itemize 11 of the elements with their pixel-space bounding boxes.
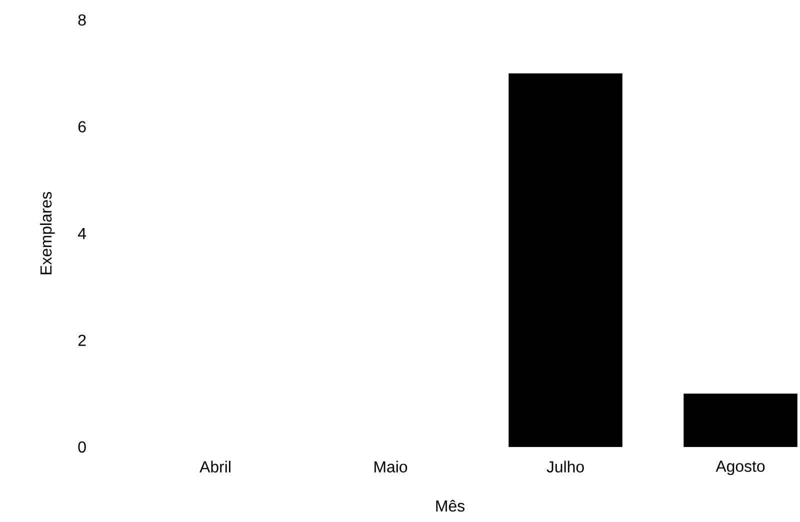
y-tick-label: 6 — [78, 121, 86, 132]
x-tick-label: Julho — [546, 460, 584, 472]
y-tick-label: 4 — [78, 228, 86, 239]
x-axis-title: Mês — [436, 500, 464, 512]
y-tick-label: 0 — [78, 441, 86, 453]
x-tick-label: Maio — [374, 460, 408, 472]
x-tick-label: Agosto — [716, 460, 765, 476]
y-axis-title: Exemplares — [40, 192, 55, 274]
y-tick-label: 2 — [78, 334, 86, 346]
x-tick-label: Abril — [200, 460, 230, 472]
y-tick-label: 8 — [78, 14, 86, 26]
